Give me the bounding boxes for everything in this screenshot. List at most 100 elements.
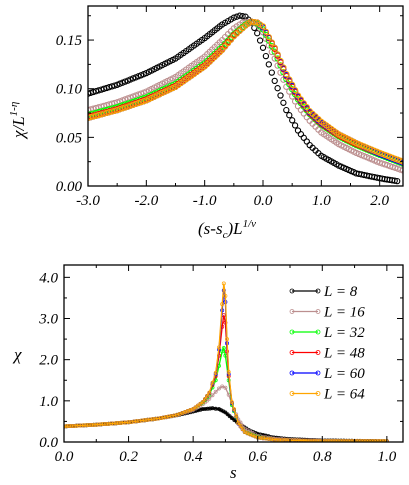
data-point [356,439,361,442]
data-point [239,13,246,20]
top-ylabel-base: χ/L [9,116,28,140]
legend-marker [315,329,321,335]
data-point [310,438,315,442]
data-point [277,57,284,65]
data-point [234,414,239,419]
data-point [126,420,131,425]
legend-entry: L = 8 [289,284,358,300]
legend-label: L = 48 [323,346,365,362]
data-point [371,439,376,442]
data-point [109,421,114,426]
data-point [302,438,307,442]
data-point [81,423,86,428]
data-point [219,408,224,413]
data-point [142,418,147,423]
data-point [294,92,302,99]
legend-entry: L = 48 [289,346,365,362]
data-point [238,424,243,429]
data-point [232,418,237,422]
data-point [394,177,401,185]
data-point [196,403,200,408]
data-point [137,98,145,106]
legend-marker [315,309,321,314]
bottom-axis-ticks: 0.0 0.2 0.4 0.6 0.8 1.0 0.0 1.0 2.0 3.0 4.0 [38,265,403,465]
data-point [280,99,287,106]
data-point [166,414,171,419]
data-point [132,100,139,108]
data-point [300,134,307,141]
x-tick-label: 0.0 [55,449,74,465]
data-point [205,406,210,411]
data-point [274,51,281,58]
x-tick-label: -1.0 [193,193,217,209]
data-point [242,19,249,26]
susceptibility-plot: 0.0 0.2 0.4 0.6 0.8 1.00.01.02.03.04.0 L = 8L… [12,264,404,482]
data-point [268,39,275,46]
data-point [303,104,310,111]
x-tick-label: 2.0 [370,193,389,209]
data-point [223,385,228,390]
data-point [374,439,379,442]
legend-marker [289,288,295,294]
data-point [205,393,210,398]
legend-label: L = 16 [323,305,365,321]
legend-entry: L = 60 [289,366,365,382]
scaling-collapse-plot: -3.0 -2.0 -1.0 0.0 1.0 2.0 0.00 0.05 0.10 0.15 χ/… [8,5,404,241]
data-point [116,106,123,113]
bottom-x-axis-label: s [230,463,237,482]
data-point [300,100,307,107]
data-point [150,417,155,422]
data-point [229,400,234,405]
legend-entry: L = 64 [289,387,365,403]
data-point [207,390,212,395]
data-point [94,422,99,427]
y-tick-label: 0.00 [56,179,83,195]
bottom-series-group [64,281,389,442]
legend-entry: L = 32 [289,325,365,341]
series-l-16 [88,18,403,174]
legend-label: L = 64 [323,387,365,403]
series-l-48 [88,18,403,166]
y-tick-label: 3.0 [38,312,58,328]
data-point [271,437,276,442]
data-point [364,439,369,442]
data-point [96,422,101,427]
y-tick-label: 0.15 [56,33,83,49]
data-point [200,400,205,405]
top-xlabel-exponent: 1/ν [243,218,257,230]
data-point [71,423,76,428]
data-point [203,406,208,411]
data-point [262,28,270,35]
data-point [325,439,330,442]
data-point [305,438,310,442]
data-point [221,281,226,286]
x-tick-label: 1.0 [377,449,396,465]
data-point [217,345,221,350]
data-point [271,44,278,51]
data-point [227,414,232,419]
data-point [140,418,144,423]
data-point [69,424,74,428]
y-tick-label: 0.05 [56,130,83,146]
legend-marker [289,309,295,314]
legend-marker [289,329,295,335]
series-l-8 [88,12,401,185]
data-point [210,380,215,385]
data-point [86,423,91,428]
data-point [145,417,150,422]
data-point [191,407,196,412]
series-line [64,283,387,442]
data-point [220,349,225,354]
data-point [315,439,320,442]
data-point [121,420,126,425]
series-l-8 [64,406,389,442]
x-tick-label: 0.4 [184,449,203,465]
data-point [161,415,166,420]
data-point [307,438,312,442]
data-point [366,439,371,442]
data-point [251,18,258,26]
data-point [340,439,345,442]
data-point [225,412,230,417]
top-y-axis-label: χ/L1-η [8,102,28,140]
legend-marker [289,350,295,355]
